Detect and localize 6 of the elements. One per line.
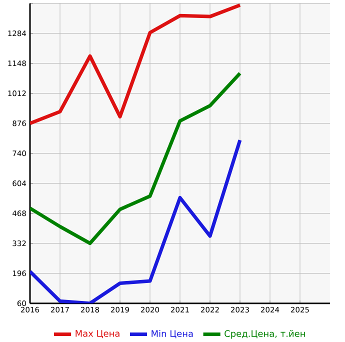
legend-label: Min Цена	[152, 330, 193, 338]
line-series	[30, 71, 242, 245]
line-series	[30, 3, 242, 125]
legend-label: Сред.Цена, т.йен	[224, 330, 305, 339]
line-series	[30, 138, 242, 304]
legend-label: Max Цена	[76, 330, 120, 338]
